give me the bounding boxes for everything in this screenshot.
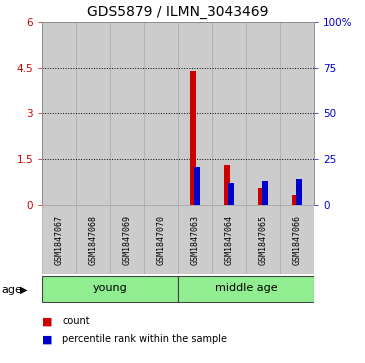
Title: GDS5879 / ILMN_3043469: GDS5879 / ILMN_3043469	[87, 5, 269, 19]
Text: GSM1847066: GSM1847066	[292, 215, 301, 265]
Text: GSM1847067: GSM1847067	[54, 215, 64, 265]
FancyBboxPatch shape	[42, 276, 178, 302]
Text: young: young	[93, 284, 127, 293]
Text: GSM1847068: GSM1847068	[88, 215, 97, 265]
FancyBboxPatch shape	[212, 205, 246, 274]
FancyBboxPatch shape	[178, 276, 314, 302]
Text: count: count	[62, 316, 90, 326]
FancyBboxPatch shape	[76, 205, 110, 274]
Bar	[194, 167, 200, 205]
Text: GSM1847064: GSM1847064	[224, 215, 234, 265]
Text: GSM1847063: GSM1847063	[191, 215, 199, 265]
FancyBboxPatch shape	[42, 205, 76, 274]
Text: GSM1847069: GSM1847069	[122, 215, 131, 265]
Bar	[76, 22, 110, 205]
Bar	[190, 71, 196, 205]
Text: GSM1847070: GSM1847070	[157, 215, 165, 265]
Bar	[258, 188, 264, 205]
Text: middle age: middle age	[215, 284, 277, 293]
FancyBboxPatch shape	[110, 205, 144, 274]
Bar	[212, 22, 246, 205]
Text: percentile rank within the sample: percentile rank within the sample	[62, 334, 227, 344]
Text: GSM1847065: GSM1847065	[258, 215, 268, 265]
Text: ■: ■	[42, 334, 53, 344]
FancyBboxPatch shape	[144, 205, 178, 274]
Bar	[110, 22, 144, 205]
FancyBboxPatch shape	[178, 205, 212, 274]
Bar	[280, 22, 314, 205]
Bar	[42, 22, 76, 205]
Bar	[144, 22, 178, 205]
Bar	[262, 181, 268, 205]
Text: ▶: ▶	[20, 285, 27, 295]
FancyBboxPatch shape	[280, 205, 314, 274]
Bar	[246, 22, 280, 205]
Bar	[178, 22, 212, 205]
Bar	[292, 195, 298, 205]
Bar	[296, 179, 302, 205]
Bar	[224, 166, 230, 205]
Text: ■: ■	[42, 316, 53, 326]
Text: age: age	[2, 285, 23, 295]
FancyBboxPatch shape	[246, 205, 280, 274]
Bar	[228, 183, 234, 205]
